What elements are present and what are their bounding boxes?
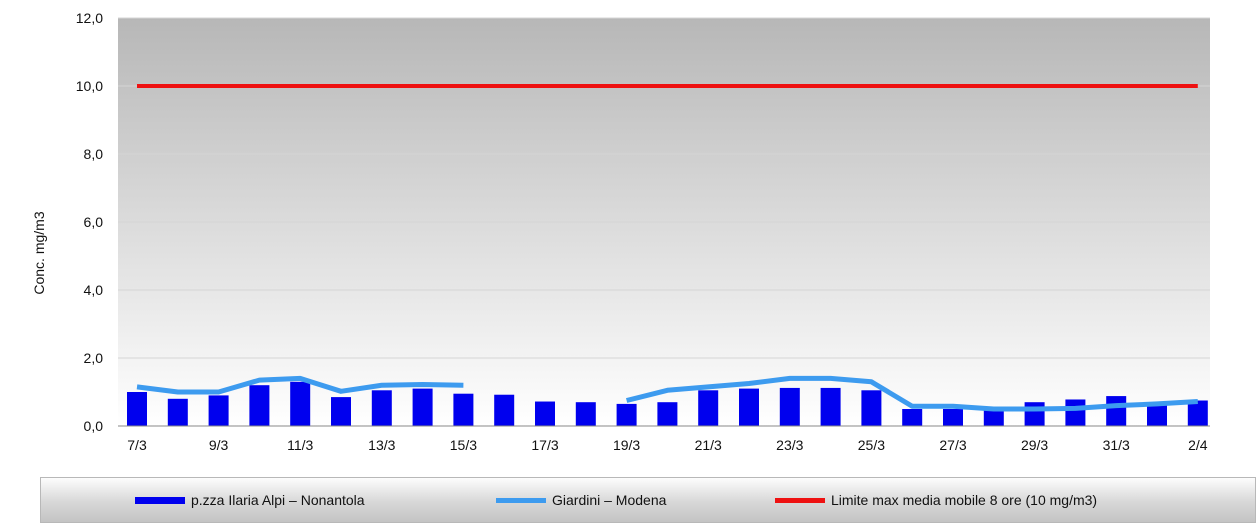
bar <box>127 392 147 426</box>
bar <box>575 402 596 426</box>
legend-item-limit: Limite max media mobile 8 ore (10 mg/m3) <box>775 478 1097 522</box>
bar <box>657 402 678 426</box>
bar <box>861 390 882 426</box>
bar <box>1147 402 1167 426</box>
bar <box>739 388 759 426</box>
x-tick-labels: 7/3 9/3 11/3 13/3 15/3 17/3 19/3 21/3 23/3 25/3 27… <box>127 437 1207 453</box>
y-axis-title: Conc. mg/m3 <box>31 211 47 294</box>
bar <box>1024 402 1045 426</box>
bar <box>943 409 963 426</box>
y-tick-label: 10,0 <box>76 78 103 94</box>
bar <box>902 409 923 426</box>
bar <box>616 403 637 426</box>
bar <box>698 390 719 426</box>
legend-label: Giardini – Modena <box>552 492 667 508</box>
legend-swatch-bar <box>135 496 185 504</box>
y-tick-label: 6,0 <box>84 214 104 230</box>
bar <box>779 387 800 426</box>
legend-item-nonantola: p.zza Ilaria Alpi – Nonantola <box>135 478 365 522</box>
legend-label: Limite max media mobile 8 ore (10 mg/m3) <box>831 492 1098 508</box>
x-tick-label: 11/3 <box>287 437 313 453</box>
y-tick-labels: 0,0 2,0 4,0 6,0 8,0 10,0 12,0 <box>76 10 103 434</box>
x-tick-label: 31/3 <box>1103 437 1130 453</box>
y-tick-label: 12,0 <box>76 10 103 26</box>
x-tick-label: 25/3 <box>858 437 885 453</box>
x-tick-label: 23/3 <box>776 437 803 453</box>
chart: 0,0 2,0 4,0 6,0 8,0 10,0 12,0 7/3 9/3 11/3 13/3 15… <box>31 10 1210 453</box>
bar <box>494 394 515 426</box>
giardini-line <box>136 375 464 395</box>
bar <box>249 385 270 426</box>
bar <box>1187 400 1208 426</box>
x-tick-label: 19/3 <box>613 437 640 453</box>
legend-label: p.zza Ilaria Alpi – Nonantola <box>191 492 365 508</box>
y-tick-label: 8,0 <box>84 146 104 162</box>
legend: p.zza Ilaria Alpi – Nonantola Giardini –… <box>40 477 1256 523</box>
x-tick-label: 17/3 <box>531 437 558 453</box>
legend-swatch-line <box>496 497 546 503</box>
x-tick-label: 7/3 <box>127 437 147 453</box>
bar <box>412 388 433 426</box>
bar <box>290 381 311 426</box>
bar <box>535 401 555 426</box>
bar-series <box>127 381 1208 426</box>
x-tick-label: 15/3 <box>450 437 477 453</box>
x-tick-label: 29/3 <box>1021 437 1048 453</box>
x-tick-label: 21/3 <box>695 437 722 453</box>
giardini-line <box>625 375 1198 412</box>
x-tick-label: 2/4 <box>1188 437 1208 453</box>
bar <box>371 390 392 426</box>
line-series <box>136 84 1198 412</box>
gridlines <box>118 17 1210 359</box>
x-tick-label: 13/3 <box>368 437 395 453</box>
bar <box>453 393 474 426</box>
bar <box>983 409 1004 426</box>
y-tick-label: 0,0 <box>84 418 104 434</box>
legend-swatch-line <box>775 497 825 503</box>
bar <box>167 398 188 426</box>
x-tick-label: 27/3 <box>939 437 966 453</box>
x-tick-label: 9/3 <box>209 437 229 453</box>
bar <box>1106 396 1127 426</box>
bar <box>208 395 229 426</box>
y-tick-label: 4,0 <box>84 282 104 298</box>
legend-item-giardini: Giardini – Modena <box>496 478 666 522</box>
y-tick-label: 2,0 <box>84 350 104 366</box>
bar <box>1065 399 1086 426</box>
bar <box>820 387 841 426</box>
bar <box>331 397 351 426</box>
